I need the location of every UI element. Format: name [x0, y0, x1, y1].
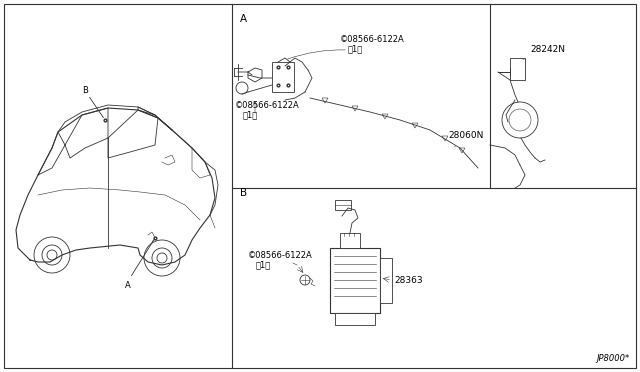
Text: ©08566-6122A: ©08566-6122A [235, 101, 300, 110]
FancyBboxPatch shape [510, 58, 525, 80]
Text: A: A [240, 14, 247, 24]
Text: ©08566-6122A: ©08566-6122A [340, 35, 404, 44]
FancyBboxPatch shape [272, 62, 294, 92]
Text: 28363: 28363 [394, 276, 422, 285]
FancyBboxPatch shape [335, 200, 351, 210]
FancyBboxPatch shape [335, 313, 375, 325]
FancyBboxPatch shape [340, 233, 360, 248]
Text: 28060N: 28060N [448, 131, 483, 140]
Text: （1）: （1） [243, 110, 259, 119]
Text: ©08566-6122A: ©08566-6122A [248, 251, 313, 260]
Text: B: B [240, 188, 247, 198]
Text: B: B [82, 86, 88, 94]
Text: 28242N: 28242N [530, 45, 565, 54]
Text: （1）: （1） [348, 44, 364, 53]
FancyBboxPatch shape [330, 248, 380, 313]
Text: A: A [125, 280, 131, 289]
Text: （1）: （1） [256, 260, 271, 269]
FancyBboxPatch shape [380, 258, 392, 303]
Polygon shape [248, 68, 262, 82]
Text: JP8000*: JP8000* [596, 354, 630, 363]
